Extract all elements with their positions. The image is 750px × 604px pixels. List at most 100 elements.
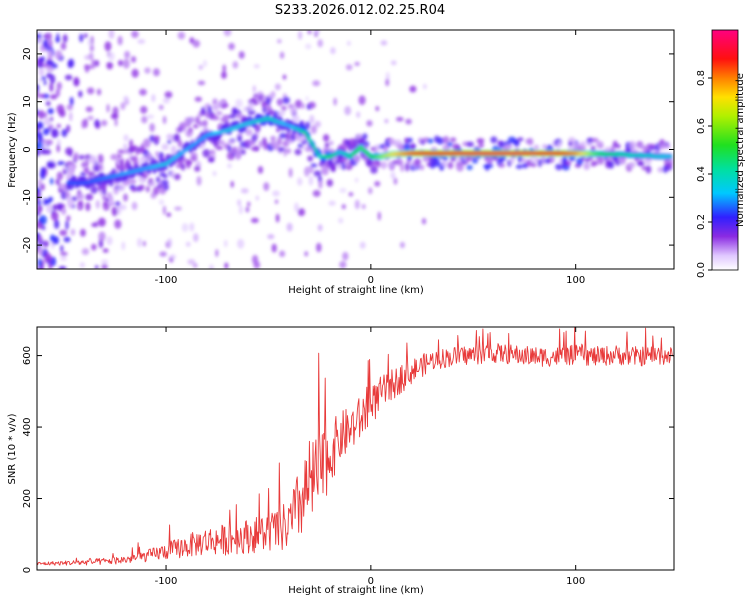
spectrogram-halo-blob <box>215 111 223 116</box>
spectrogram-halo-blob <box>498 140 506 149</box>
spectrogram-noise-blob <box>48 124 54 130</box>
spectrogram-noise-blob <box>56 144 60 153</box>
spectrogram-noise-blob <box>333 97 337 106</box>
spectrogram-noise-blob <box>108 30 115 39</box>
spectrogram-halo-blob <box>362 133 368 140</box>
spectrogram-halo-blob <box>422 155 431 162</box>
spectrogram-halo-blob <box>585 157 590 163</box>
spectrogram-halo-blob <box>277 110 286 116</box>
spectrogram-noise-blob <box>116 205 121 212</box>
spectrogram-noise-blob <box>139 88 147 96</box>
spectrogram-halo-blob <box>478 142 485 148</box>
spectrogram-noise-blob <box>94 265 99 269</box>
spectrogram-halo-blob <box>521 158 527 163</box>
spectrogram-halo-blob <box>667 161 673 167</box>
spectrogram-noise-blob <box>65 147 73 156</box>
spectrogram-noise-blob <box>251 254 259 265</box>
spectrogram-y-tick-label: 10 <box>22 95 33 108</box>
spectrogram-halo-blob <box>114 201 121 206</box>
spectrogram-halo-blob <box>530 162 537 168</box>
spectrogram-noise-blob <box>380 40 388 46</box>
spectrogram-halo-blob <box>456 162 464 172</box>
spectrogram-noise-blob <box>232 61 239 69</box>
spectrogram-halo-blob <box>170 145 177 155</box>
spectrogram-noise-blob <box>85 106 93 113</box>
spectrogram-noise-blob <box>297 177 303 186</box>
spectrogram-noise-blob <box>123 95 129 102</box>
spectrogram-halo-blob <box>407 137 413 143</box>
spectrogram-noise-blob <box>46 160 54 169</box>
spectrogram-noise-blob <box>164 91 173 99</box>
spectrogram-halo-blob <box>254 146 260 152</box>
spectrogram-noise-blob <box>193 233 199 243</box>
spectrogram-halo-blob <box>195 116 200 125</box>
spectrogram-halo-blob <box>450 137 457 143</box>
spectrogram-halo-blob <box>352 138 360 148</box>
spectrogram-halo-blob <box>101 188 107 196</box>
spectrogram-noise-blob <box>43 128 50 136</box>
spectrogram-noise-blob <box>167 238 172 248</box>
spectrogram-halo-blob <box>267 109 276 116</box>
spectrogram-noise-blob <box>354 199 360 210</box>
spectrogram-noise-blob <box>111 206 118 217</box>
spectrogram-noise-blob <box>47 108 54 115</box>
spectrogram-noise-blob <box>54 50 63 60</box>
spectrogram-halo-blob <box>110 154 118 161</box>
spectrogram-halo-blob <box>98 166 104 172</box>
spectrogram-noise-blob <box>45 101 51 106</box>
snr-x-tick-label: -100 <box>155 576 178 587</box>
spectrogram-halo-blob <box>564 161 572 166</box>
spectrogram-x-tick-label: 0 <box>368 275 374 286</box>
spectrogram-halo-blob <box>202 119 208 127</box>
spectrogram-noise-blob <box>116 153 122 160</box>
spectrogram-noise-blob <box>366 120 373 127</box>
spectrogram-noise-blob <box>317 224 323 232</box>
spectrogram-halo-blob <box>580 156 586 161</box>
spectrogram-noise-blob <box>40 167 46 174</box>
spectrogram-halo-blob <box>217 139 225 146</box>
spectrogram-halo-blob <box>592 160 599 166</box>
spectrogram-background-noise <box>37 30 427 269</box>
spectrogram-halo-blob <box>341 161 346 171</box>
spectrogram-noise-blob <box>317 39 323 48</box>
spectrogram-noise-blob <box>221 71 227 79</box>
spectrogram-noise-blob <box>50 94 58 100</box>
spectrogram-halo-blob <box>76 192 85 201</box>
spectrogram-noise-blob <box>305 96 309 102</box>
spectrogram-noise-blob <box>328 200 336 206</box>
spectrogram-halo-blob <box>235 151 242 159</box>
spectrogram-halo-blob <box>71 163 77 169</box>
spectrogram-halo-blob <box>366 158 373 168</box>
spectrogram-noise-blob <box>37 211 41 216</box>
spectrogram-halo-blob <box>270 135 276 142</box>
spectrogram-noise-blob <box>307 30 312 35</box>
spectrogram-noise-blob <box>312 80 321 87</box>
spectrogram-noise-blob <box>56 81 62 91</box>
spectrogram-halo-blob <box>68 167 75 177</box>
spectrogram-noise-blob <box>374 180 381 187</box>
spectrogram-noise-blob <box>347 40 351 46</box>
spectrogram-halo-blob <box>555 163 563 171</box>
spectrogram-halo-blob <box>419 164 425 171</box>
spectrogram-halo-blob <box>542 143 548 150</box>
spectrogram-noise-blob <box>66 215 71 222</box>
spectrogram-noise-blob <box>421 218 427 225</box>
spectrogram-halo-blob <box>89 156 98 164</box>
spectrogram-y-tick-label: -20 <box>22 237 33 253</box>
spectrogram-noise-blob <box>121 241 126 251</box>
spectrogram-ridge-core <box>315 150 319 154</box>
spectrogram-noise-blob <box>223 239 228 248</box>
spectrogram-marks <box>37 30 674 269</box>
spectrogram-noise-blob <box>384 118 389 124</box>
spectrogram-noise-blob <box>94 59 100 67</box>
spectrogram-halo-blob <box>138 177 145 183</box>
spectrogram-halo-blob <box>533 144 540 151</box>
spectrogram-halo-blob <box>568 141 573 147</box>
spectrogram-halo-blob <box>262 106 267 114</box>
snr-x-tick-label: 100 <box>566 576 585 587</box>
spectrogram-halo-blob <box>247 109 256 116</box>
spectrogram-noise-blob <box>277 39 282 44</box>
spectrogram-noise-blob <box>37 149 41 157</box>
spectrogram-halo-blob <box>490 136 498 144</box>
